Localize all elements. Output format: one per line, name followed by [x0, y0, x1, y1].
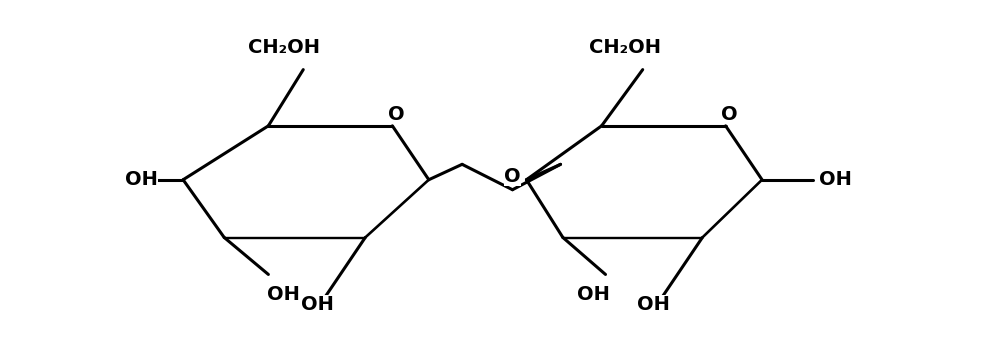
Text: O: O: [504, 167, 521, 186]
Text: CH₂OH: CH₂OH: [248, 38, 320, 56]
Text: OH: OH: [819, 170, 852, 189]
Text: CH₂OH: CH₂OH: [589, 38, 661, 56]
Text: OH: OH: [637, 295, 670, 315]
Text: OH: OH: [125, 170, 158, 189]
Text: OH: OH: [577, 285, 610, 304]
Text: O: O: [388, 105, 405, 124]
Text: O: O: [721, 105, 738, 124]
Polygon shape: [365, 179, 429, 238]
Polygon shape: [702, 179, 762, 238]
Text: OH: OH: [267, 285, 300, 304]
Text: OH: OH: [301, 295, 334, 315]
Polygon shape: [224, 237, 365, 238]
Polygon shape: [563, 237, 702, 238]
